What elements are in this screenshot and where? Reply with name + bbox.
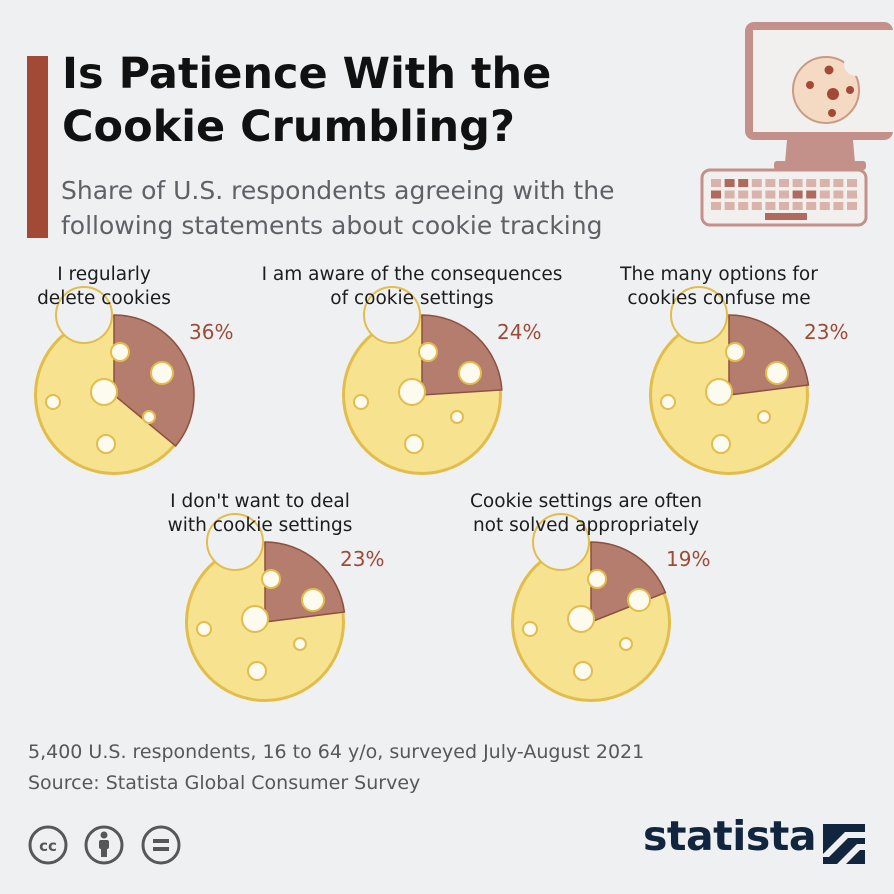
subtitle-line-2: following statements about cookie tracki… bbox=[61, 211, 603, 240]
cookie-pie: Cookie settings are often not solved appr… bbox=[470, 491, 710, 702]
cookie-pie: I don't want to deal with cookie settings… bbox=[168, 491, 384, 702]
cc-icon[interactable]: cc bbox=[28, 825, 68, 865]
statista-logo-icon bbox=[823, 824, 865, 864]
footnote: 5,400 U.S. respondents, 16 to 64 y/o, su… bbox=[28, 737, 644, 799]
attribution-icon[interactable] bbox=[84, 825, 124, 865]
value-label: 23% bbox=[804, 320, 848, 344]
title-line-1: Is Patience With the bbox=[62, 49, 552, 99]
cookie-pie: The many options for cookies confuse me 23… bbox=[619, 264, 848, 475]
value-label: 19% bbox=[666, 547, 710, 571]
pie-slice bbox=[421, 314, 503, 396]
cookie-pie: I regularly delete cookies 36% bbox=[34, 264, 233, 475]
title-line-2: Cookie Crumbling? bbox=[62, 102, 515, 152]
statista-logo[interactable]: statista bbox=[643, 812, 869, 870]
subtitle: Share of U.S. respondents agreeing with … bbox=[61, 173, 701, 243]
cookie-label: I don't want to deal with cookie settings bbox=[168, 491, 353, 536]
subtitle-line-1: Share of U.S. respondents agreeing with … bbox=[61, 176, 615, 205]
cookie-label: The many options for cookies confuse me bbox=[619, 264, 818, 309]
cookie-label: I regularly delete cookies bbox=[37, 264, 171, 309]
survey-note: 5,400 U.S. respondents, 16 to 64 y/o, su… bbox=[28, 741, 645, 763]
title-accent-bar bbox=[27, 56, 48, 238]
svg-text:cc: cc bbox=[39, 837, 57, 855]
license-icons: cc bbox=[28, 825, 181, 865]
value-label: 24% bbox=[497, 320, 541, 344]
cookie-chart: I regularly delete cookies 36% I am aware o… bbox=[34, 264, 848, 702]
cookie-pie: I am aware of the consequences of cookie … bbox=[262, 264, 563, 475]
cookie-label: I am aware of the consequences of cookie … bbox=[262, 264, 563, 309]
cookie-label: Cookie settings are often not solved appr… bbox=[470, 491, 702, 536]
brand-name: statista bbox=[643, 812, 817, 860]
computer-cookie-icon bbox=[700, 22, 894, 227]
page-title: Is Patience With the Cookie Crumbling? bbox=[62, 48, 682, 154]
value-label: 23% bbox=[340, 547, 384, 571]
value-label: 36% bbox=[189, 320, 233, 344]
no-derivatives-icon[interactable] bbox=[141, 825, 181, 865]
source-note: Source: Statista Global Consumer Survey bbox=[28, 772, 421, 794]
pie-slice bbox=[590, 541, 667, 624]
